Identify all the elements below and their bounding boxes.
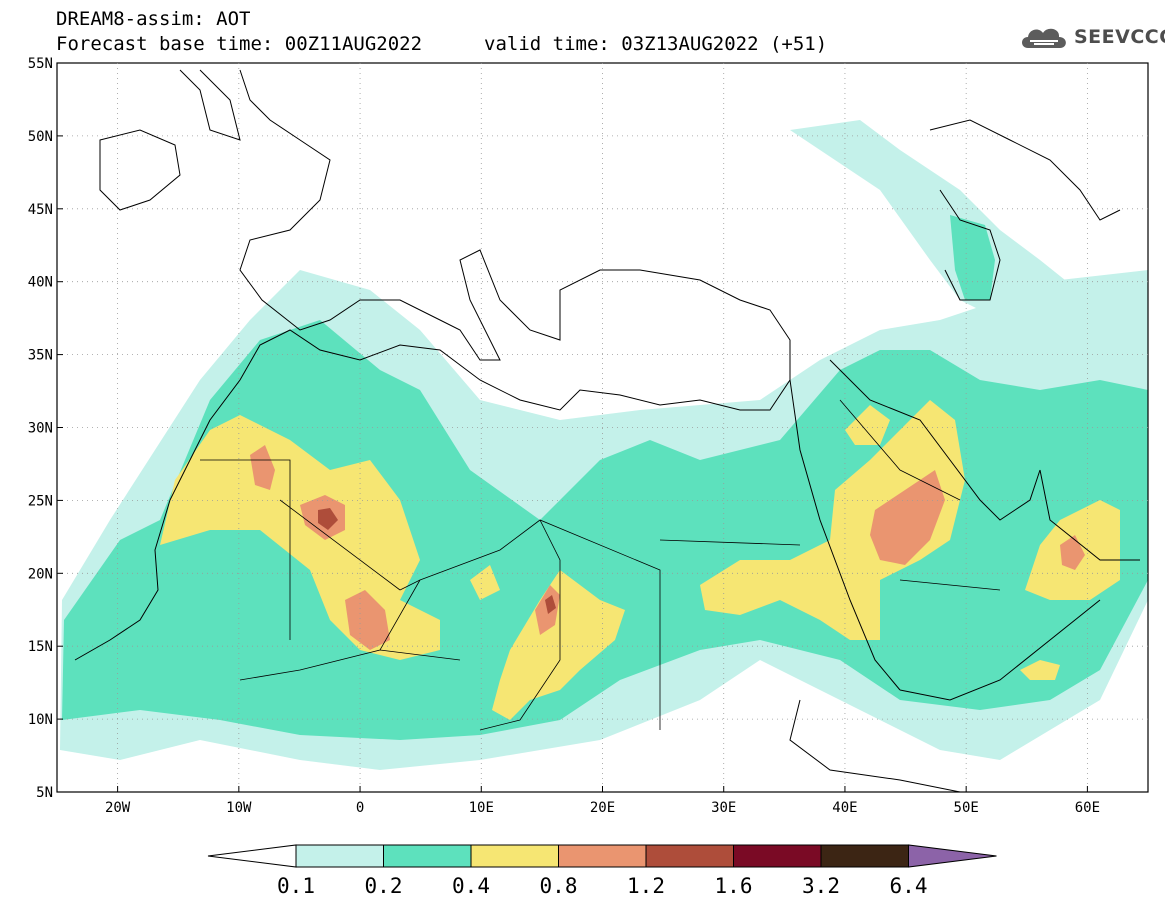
lon-label: 10E <box>469 800 494 816</box>
lat-label: 30N <box>28 421 53 437</box>
lat-label: 10N <box>28 712 53 728</box>
colorbar-swatch <box>470 844 559 868</box>
colorbar-swatch <box>383 844 472 868</box>
logo-text: SEEVCCC <box>1074 26 1165 48</box>
colorbar-level-label: 0.8 <box>540 874 578 898</box>
colorbar-swatch <box>295 844 384 868</box>
colorbar-over-triangle <box>908 844 997 868</box>
aot-colorbar: 0.1 0.2 0.4 0.8 1.2 1.6 3.2 6.4 <box>207 844 997 898</box>
colorbar-level-label: 0.2 <box>365 874 403 898</box>
cloud-icon <box>1022 28 1066 48</box>
graticule <box>57 62 1148 793</box>
colorbar-under-triangle <box>207 844 297 868</box>
lat-label: 20N <box>28 566 53 582</box>
colorbar-level-label: 0.1 <box>277 874 315 898</box>
valid-time: valid time: 03Z13AUG2022 (+51) <box>484 33 828 55</box>
lon-label: 0 <box>356 800 364 816</box>
lon-label: 50E <box>954 800 979 816</box>
colorbar-swatch <box>558 844 647 868</box>
map-title: DREAM8-assim: AOT <box>56 8 251 30</box>
lon-label: 30E <box>711 800 736 816</box>
lat-label: 5N <box>36 785 53 801</box>
seevccc-logo: SEEVCCC <box>1018 22 1165 52</box>
lat-label: 25N <box>28 493 53 509</box>
aot-shading <box>60 120 1148 770</box>
colorbar-swatch <box>733 844 822 868</box>
colorbar-level-label: 0.4 <box>452 874 490 898</box>
country-borders <box>200 399 1001 731</box>
forecast-base-time: Forecast base time: 00Z11AUG2022 <box>56 33 423 55</box>
colorbar-level-label: 3.2 <box>802 874 840 898</box>
colorbar-swatch <box>645 844 734 868</box>
lon-label: 60E <box>1075 800 1100 816</box>
lat-label: 15N <box>28 639 53 655</box>
lat-label: 35N <box>28 348 53 364</box>
lat-label: 50N <box>28 129 53 145</box>
colorbar-swatch <box>820 844 909 868</box>
lon-label: 10W <box>226 800 252 816</box>
lon-label: 20E <box>590 800 615 816</box>
lon-label: 20W <box>105 800 131 816</box>
lat-label: 55N <box>28 56 53 72</box>
lon-label: 40E <box>832 800 857 816</box>
colorbar-level-label: 6.4 <box>890 874 928 898</box>
lat-label: 45N <box>28 202 53 218</box>
latitude-labels: 55N 50N 45N 40N 35N 30N 25N 20N 15N 10N 5N <box>28 56 53 801</box>
longitude-labels: 20W 10W 0 10E 20E 30E 40E 50E 60E <box>105 800 1100 816</box>
colorbar-level-label: 1.2 <box>627 874 665 898</box>
colorbar-level-label: 1.6 <box>715 874 753 898</box>
coastlines <box>74 69 1140 792</box>
lat-label: 40N <box>28 275 53 291</box>
